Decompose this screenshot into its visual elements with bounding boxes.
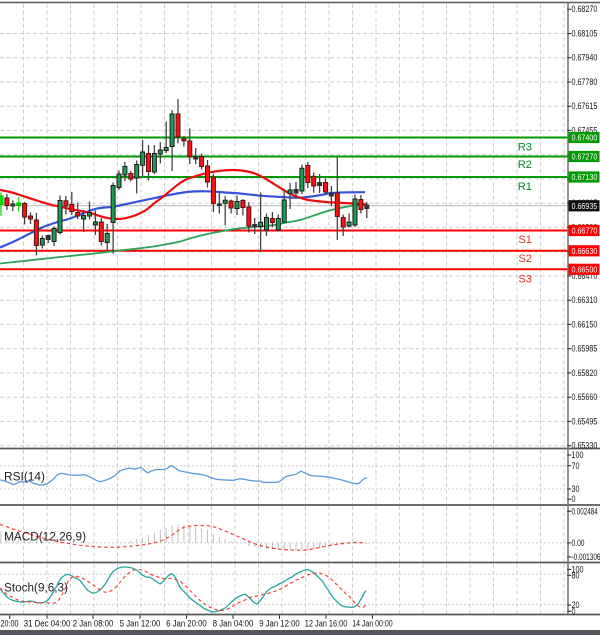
svg-text:0.67615: 0.67615 [572, 101, 598, 111]
svg-text:0: 0 [572, 606, 576, 616]
svg-text:12 Jan 16:00: 12 Jan 16:00 [305, 619, 348, 629]
svg-text:0.67940: 0.67940 [572, 53, 598, 63]
svg-text:R3: R3 [518, 142, 532, 154]
svg-text:0.65330: 0.65330 [572, 441, 598, 451]
svg-text:0.66935: 0.66935 [572, 201, 598, 211]
svg-text:0.66500: 0.66500 [572, 265, 598, 275]
svg-text:0.66150: 0.66150 [572, 319, 598, 329]
svg-text:S1: S1 [518, 234, 532, 246]
svg-text:0.67455: 0.67455 [572, 125, 598, 135]
svg-text:0.67780: 0.67780 [572, 77, 598, 87]
svg-text:5 Jan 12:00: 5 Jan 12:00 [120, 619, 161, 629]
svg-text:0: 0 [572, 494, 576, 504]
svg-text:RSI(14): RSI(14) [4, 472, 45, 484]
svg-text:S2: S2 [518, 253, 532, 265]
svg-text:6 Jan 20:00: 6 Jan 20:00 [166, 619, 207, 629]
svg-text:8 Jan 04:00: 8 Jan 04:00 [213, 619, 254, 629]
svg-text:31 Dec 04:00: 31 Dec 04:00 [24, 619, 71, 629]
svg-text:0.66630: 0.66630 [572, 246, 598, 256]
svg-text:0.65660: 0.65660 [572, 392, 598, 402]
svg-text:9 Jan 12:00: 9 Jan 12:00 [259, 619, 300, 629]
svg-text:0.65495: 0.65495 [572, 416, 598, 426]
svg-text:80: 80 [572, 570, 580, 580]
svg-text:100: 100 [572, 564, 584, 574]
svg-text:14 Jan 00:00: 14 Jan 00:00 [352, 619, 393, 629]
svg-text:0.66310: 0.66310 [572, 295, 598, 305]
svg-text:2 Jan 08:00: 2 Jan 08:00 [73, 619, 114, 629]
svg-text:0.68105: 0.68105 [572, 29, 598, 39]
svg-text:0.67270: 0.67270 [572, 152, 598, 162]
svg-text:100: 100 [572, 450, 584, 460]
svg-text:0.67400: 0.67400 [572, 133, 598, 143]
svg-text:-0.001306: -0.001306 [572, 552, 600, 562]
svg-text:20: 20 [572, 600, 580, 610]
svg-text:0.002484: 0.002484 [572, 506, 598, 516]
svg-text:MACD(12,26,9): MACD(12,26,9) [4, 532, 86, 544]
svg-text:70: 70 [572, 461, 580, 471]
svg-text:0.65985: 0.65985 [572, 344, 598, 354]
svg-text:S3: S3 [518, 273, 532, 285]
svg-text:0.68270: 0.68270 [572, 4, 598, 14]
svg-text:Stoch(9,6,3): Stoch(9,6,3) [4, 583, 68, 595]
svg-text:20:00: 20:00 [1, 619, 19, 629]
svg-text:R2: R2 [518, 159, 532, 171]
svg-text:0.00: 0.00 [572, 538, 585, 548]
svg-text:0.66470: 0.66470 [572, 271, 598, 281]
svg-text:0.67130: 0.67130 [572, 172, 598, 182]
svg-text:R1: R1 [518, 181, 532, 193]
svg-text:0.66770: 0.66770 [572, 226, 598, 236]
svg-text:30: 30 [572, 484, 580, 494]
svg-text:0.65820: 0.65820 [572, 368, 598, 378]
